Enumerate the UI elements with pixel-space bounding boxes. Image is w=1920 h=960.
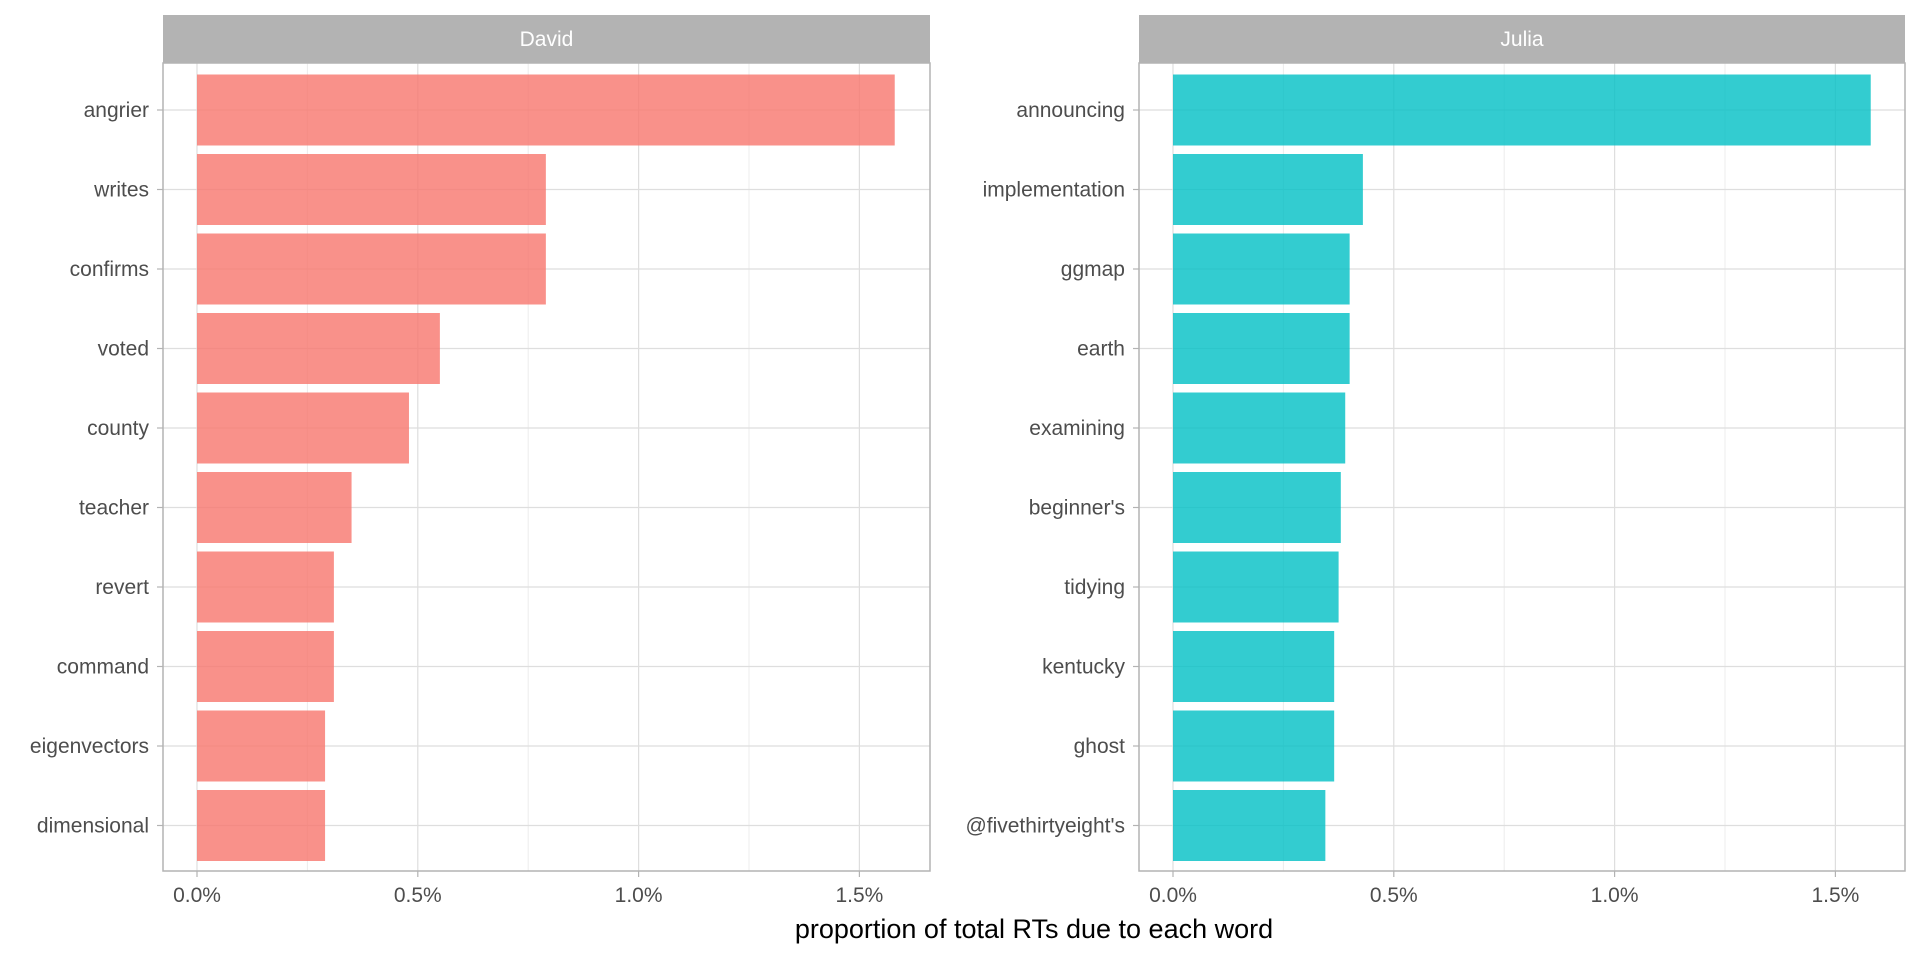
category-label: tidying — [1064, 576, 1125, 599]
bar-revert — [197, 551, 334, 623]
category-label: implementation — [983, 179, 1125, 202]
bar-kentucky — [1173, 631, 1335, 702]
strip-label: David — [520, 28, 574, 51]
category-label: command — [57, 656, 149, 679]
bar-voted — [197, 313, 440, 384]
x-tick-label: 1.0% — [615, 884, 663, 907]
panel-julia: Julia announcing implementation ggmap earth e… — [965, 15, 1906, 907]
bar-eigenvectors — [197, 710, 326, 782]
category-label: county — [87, 417, 149, 440]
chart-panels: David angrier writes confirms voted county tea… — [30, 15, 1906, 907]
bar-tidying — [1173, 551, 1339, 623]
category-label: @fivethirtyeight's — [965, 815, 1125, 838]
bar-dimensional — [197, 790, 326, 861]
category-label: examining — [1029, 417, 1125, 440]
bar-county — [197, 392, 409, 464]
x-tick-label: 1.0% — [1591, 884, 1639, 907]
bar-examining — [1173, 392, 1346, 464]
category-label: voted — [98, 338, 149, 361]
category-label: announcing — [1016, 99, 1125, 122]
x-tick-label: 0.5% — [394, 884, 442, 907]
category-label: kentucky — [1042, 656, 1125, 679]
category-label: writes — [93, 179, 149, 202]
category-label: dimensional — [37, 815, 149, 838]
bar-ghost — [1173, 710, 1335, 782]
bar-angrier — [197, 74, 895, 146]
x-axis-title: proportion of total RTs due to each word — [795, 914, 1273, 944]
strip-background — [1139, 15, 1905, 63]
category-label: eigenvectors — [30, 735, 149, 758]
strip-background — [163, 15, 930, 63]
x-tick-label: 0.5% — [1370, 884, 1418, 907]
bar-earth — [1173, 313, 1350, 384]
x-tick-label: 1.5% — [1811, 884, 1859, 907]
category-label: ghost — [1074, 735, 1126, 758]
strip-label: Julia — [1500, 28, 1544, 51]
panel-david: David angrier writes confirms voted county tea… — [30, 15, 931, 907]
bar-teacher — [197, 472, 352, 543]
bar-writes — [197, 154, 546, 225]
category-label: teacher — [79, 497, 149, 520]
bar-ggmap — [1173, 233, 1350, 305]
category-label: revert — [95, 576, 149, 599]
x-tick-label: 0.0% — [1149, 884, 1197, 907]
x-tick-label: 1.5% — [835, 884, 883, 907]
category-label: beginner's — [1029, 497, 1125, 520]
bar-command — [197, 631, 334, 702]
bar-implementation — [1173, 154, 1363, 225]
bar-@fivethirtyeight's — [1173, 790, 1326, 861]
bar-confirms — [197, 233, 546, 305]
category-label: earth — [1077, 338, 1125, 361]
category-label: ggmap — [1061, 258, 1125, 281]
bar-beginner's — [1173, 472, 1341, 543]
category-label: angrier — [84, 99, 149, 122]
x-tick-label: 0.0% — [173, 884, 221, 907]
bar-announcing — [1173, 74, 1871, 146]
category-label: confirms — [70, 258, 149, 281]
